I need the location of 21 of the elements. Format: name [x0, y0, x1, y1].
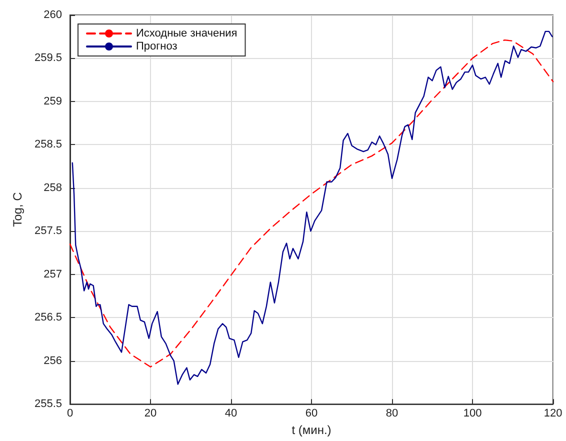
x-tick-label: 100	[463, 408, 482, 420]
x-tick-label: 80	[386, 408, 398, 420]
x-tick-label: 0	[66, 408, 74, 420]
x-axis-title: t (мин.)	[292, 423, 332, 437]
y-axis-title: Tog, C	[10, 192, 25, 227]
y-tick-label: 256	[44, 354, 62, 367]
y-tick-label: 257.5	[34, 225, 62, 238]
y-tick-label: 255.5	[34, 398, 62, 410]
x-tick-label: 60	[305, 408, 318, 420]
y-tick-label: 256.5	[34, 312, 62, 324]
legend-label: Прогноз	[136, 40, 178, 52]
y-tick-label: 257	[44, 268, 62, 280]
y-tick-label: 258	[44, 182, 62, 194]
legend-label: Исходные значения	[136, 28, 238, 40]
y-tick-label: 258.5	[34, 138, 62, 151]
y-tick-label: 259	[44, 95, 62, 108]
y-tick-label: 259.5	[34, 52, 62, 64]
x-tick-label: 120	[544, 408, 562, 420]
x-tick-label: 40	[224, 408, 238, 420]
x-tick-label: 20	[144, 408, 157, 420]
y-tick-label: 260	[44, 9, 62, 21]
